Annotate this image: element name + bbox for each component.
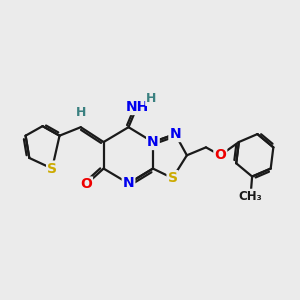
Text: O: O bbox=[80, 178, 92, 191]
Text: NH: NH bbox=[125, 100, 148, 114]
Text: O: O bbox=[214, 148, 226, 162]
Text: N: N bbox=[169, 127, 181, 141]
Text: N: N bbox=[147, 135, 159, 149]
Text: H: H bbox=[146, 92, 157, 105]
Text: CH₃: CH₃ bbox=[239, 190, 262, 203]
Text: S: S bbox=[167, 171, 178, 185]
Text: N: N bbox=[123, 176, 134, 190]
Text: S: S bbox=[47, 162, 57, 176]
Text: H: H bbox=[76, 106, 86, 119]
